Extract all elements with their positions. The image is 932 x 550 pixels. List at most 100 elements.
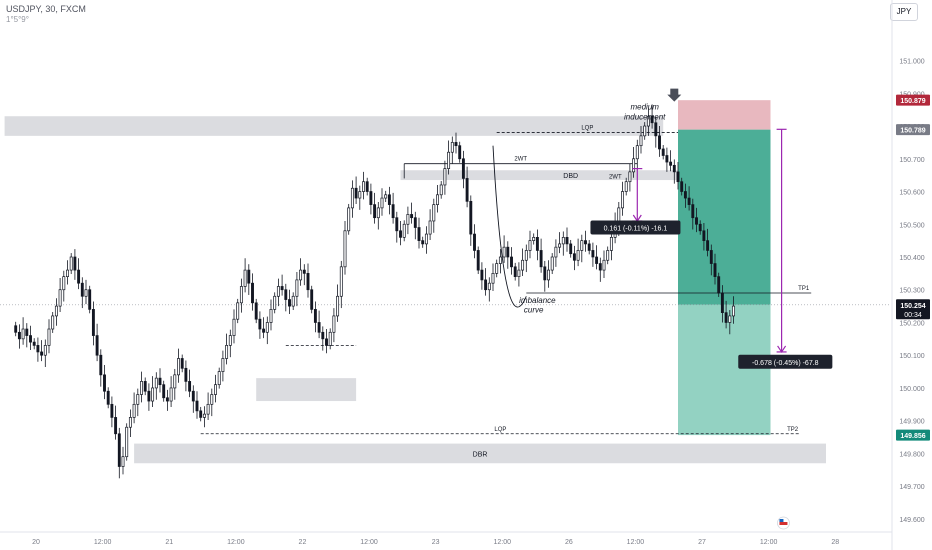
candle-body [535, 237, 539, 251]
candle-body [162, 384, 166, 399]
candle-body [683, 191, 687, 199]
y-tick-label: 150.600 [899, 190, 924, 197]
candle-body [621, 191, 624, 209]
candle-body [650, 115, 654, 124]
annotation-text: curve [524, 306, 544, 315]
candle-body [680, 181, 684, 192]
y-tick-label: 149.700 [899, 484, 924, 491]
candle-body [554, 246, 558, 258]
candle-body [51, 315, 55, 330]
supply-demand-zone [4, 116, 664, 136]
candle-body [291, 295, 295, 307]
candle-body [147, 390, 151, 402]
candle-body [624, 181, 628, 192]
candle-body [214, 384, 217, 395]
candle-body [473, 233, 476, 251]
price-label: 150.254 [900, 303, 925, 310]
candle-body [132, 403, 136, 418]
candle-body [373, 204, 377, 219]
imbalance-curve-path [492, 145, 527, 308]
candle-body [365, 181, 369, 192]
candle-body [228, 335, 232, 346]
candle-body [498, 256, 502, 264]
candle-body [661, 148, 665, 156]
x-tick-label: 12:00 [627, 539, 645, 546]
candle-body [658, 135, 661, 150]
candle-body [513, 266, 517, 277]
price-label-box [896, 299, 930, 320]
candle-body [284, 289, 288, 300]
candle-body [217, 371, 221, 386]
candle-body [110, 403, 114, 418]
currency-button[interactable]: JPY [890, 3, 918, 21]
candle-body [62, 276, 66, 291]
us-flag-event-icon [779, 519, 784, 522]
candle-body [491, 273, 495, 284]
candle-body [487, 282, 491, 291]
candle-body [443, 168, 447, 186]
annotation-text: inducement [624, 112, 666, 121]
candle-body [358, 191, 362, 199]
candle-body [632, 158, 636, 173]
candle-body [362, 181, 365, 192]
candle-body [569, 243, 573, 255]
candle-body [413, 217, 417, 228]
candle-body [169, 387, 173, 402]
candle-body [517, 269, 521, 277]
down-arrow-icon [667, 88, 682, 102]
symbol-title: USDJPY, 30, FXCM [6, 4, 86, 14]
price-label-countdown: 00:34 [904, 312, 922, 319]
candle-body [225, 345, 229, 359]
candle-body [691, 204, 695, 219]
candle-body [565, 237, 569, 245]
candle-body [177, 358, 180, 376]
candle-body [528, 240, 532, 251]
candle-body [521, 259, 525, 271]
candle-body [380, 197, 384, 209]
candle-body [299, 269, 303, 281]
candle-body [328, 331, 332, 346]
measure-label-box [738, 354, 833, 369]
x-tick-label: 28 [831, 539, 839, 546]
candle-body [117, 433, 121, 467]
zone-label: DBD [563, 173, 578, 180]
candle-body [280, 286, 284, 291]
candle-body [206, 403, 210, 415]
candle-body [254, 302, 258, 320]
x-tick-label: 12:00 [227, 539, 245, 546]
candle-body [580, 240, 584, 251]
candle-body [310, 289, 314, 310]
candle-body [476, 250, 480, 271]
candle-body [558, 243, 562, 248]
candle-body [313, 309, 317, 323]
candle-body [188, 381, 192, 392]
target-label: TP2 [787, 427, 799, 433]
level-label: LQP [581, 126, 593, 132]
candle-body [69, 256, 73, 271]
x-tick-label: 22 [299, 539, 307, 546]
candle-body [602, 259, 606, 271]
y-tick-label: 149.600 [899, 517, 924, 524]
price-label: 150.879 [900, 98, 925, 105]
candle-body [561, 237, 565, 245]
candle-body [347, 207, 351, 232]
candle-body [332, 315, 336, 333]
candle-body [539, 250, 543, 268]
price-label: 149.856 [900, 433, 925, 440]
candle-body [406, 214, 410, 225]
candle-body [99, 354, 103, 376]
candle-body [606, 250, 610, 261]
candle-body [88, 289, 92, 310]
candle-body [265, 322, 269, 333]
candle-body [439, 184, 443, 196]
candle-body [354, 187, 358, 199]
candle-body [21, 328, 25, 340]
candle-body [247, 269, 251, 284]
price-label-box [896, 94, 930, 106]
candle-body [728, 315, 732, 323]
candle-body [646, 115, 650, 127]
x-tick-label: 23 [432, 539, 440, 546]
candle-body [106, 390, 110, 405]
candle-body [165, 397, 169, 402]
